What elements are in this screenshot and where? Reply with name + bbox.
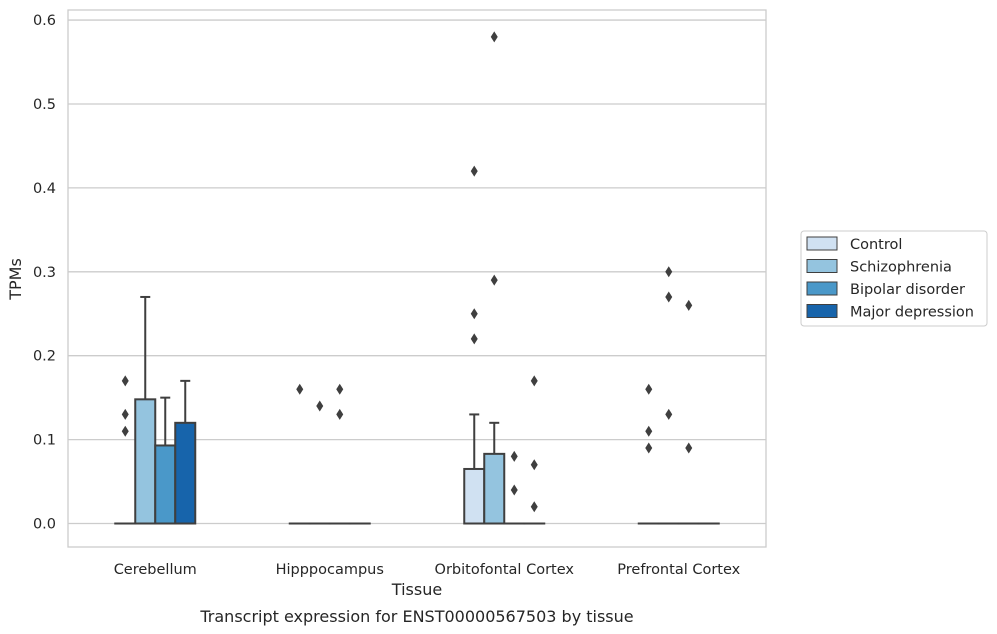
outlier-point (645, 425, 653, 437)
box-group (328, 383, 351, 525)
x-tick-label: Prefrontal Cortex (617, 562, 740, 578)
legend-frame (800, 230, 988, 327)
x-tick-labels: Cerebellum Hipppocampus Orbitofontal Corte… (114, 562, 741, 578)
legend-label: Bipolar disorder (850, 282, 965, 298)
outlier-point (470, 165, 478, 177)
outlier-point (665, 408, 673, 420)
legend: Control Schizophrenia Bipolar disorder Majo… (800, 230, 988, 327)
box-group (134, 295, 157, 525)
outlier-point (645, 383, 653, 395)
outlier-point (530, 459, 538, 471)
legend-label: Major depression (850, 305, 974, 321)
outlier-point (685, 442, 693, 454)
legend-swatch (806, 304, 838, 318)
legend-items: Control Schizophrenia Bipolar disorder Majo… (806, 236, 974, 321)
x-tick-label: Orbitofontal Cortex (435, 562, 575, 578)
outlier-point (470, 333, 478, 345)
box-group (174, 379, 197, 525)
legend-swatch (806, 236, 838, 251)
box-group (288, 383, 311, 525)
legend-label: Schizophrenia (850, 260, 952, 276)
outlier-point (470, 308, 478, 320)
outlier-point (665, 291, 673, 303)
box-group (483, 31, 506, 525)
box-group (523, 375, 546, 525)
legend-swatch (806, 281, 838, 296)
box-group (637, 383, 660, 525)
box (463, 467, 486, 525)
y-tick-label: 0.2 (33, 349, 56, 365)
outlier-point (530, 501, 538, 513)
box (483, 452, 506, 525)
outlier-point (490, 31, 498, 43)
y-tick-labels: 0.0 0.1 0.2 0.3 0.4 0.5 0.6 (33, 13, 56, 532)
y-tick-label: 0.3 (33, 265, 56, 281)
box-group (114, 375, 137, 525)
box (134, 398, 157, 525)
outlier-point (510, 450, 518, 462)
y-axis-label: TPMs (6, 258, 25, 301)
chart-caption: Transcript expression for ENST0000056750… (199, 607, 633, 626)
outlier-point (296, 383, 304, 395)
boxes (114, 31, 720, 525)
outlier-point (336, 408, 344, 420)
outlier-point (336, 383, 344, 395)
box (174, 421, 197, 525)
y-tick-label: 0.6 (33, 13, 56, 29)
outlier-point (665, 266, 673, 278)
x-tick-label: Cerebellum (114, 562, 197, 578)
box-group (503, 450, 526, 525)
legend-label: Control (850, 237, 902, 253)
outlier-point (685, 299, 693, 311)
box-group (154, 396, 177, 525)
outlier-point (121, 375, 129, 387)
x-tick-label: Hipppocampus (276, 562, 384, 578)
outlier-point (510, 484, 518, 496)
y-tick-label: 0.1 (33, 433, 56, 449)
y-tick-label: 0.4 (33, 181, 56, 197)
outlier-point (645, 442, 653, 454)
outlier-point (121, 425, 129, 437)
box (154, 444, 177, 525)
outlier-point (121, 408, 129, 420)
x-axis-label: Tissue (391, 580, 442, 599)
legend-swatch (806, 259, 838, 273)
outlier-point (490, 274, 498, 286)
box-group (308, 400, 331, 525)
outlier-point (316, 400, 324, 412)
y-tick-label: 0.5 (33, 97, 56, 113)
y-tick-label: 0.0 (33, 517, 56, 533)
outlier-point (530, 375, 538, 387)
box-group (463, 165, 486, 525)
